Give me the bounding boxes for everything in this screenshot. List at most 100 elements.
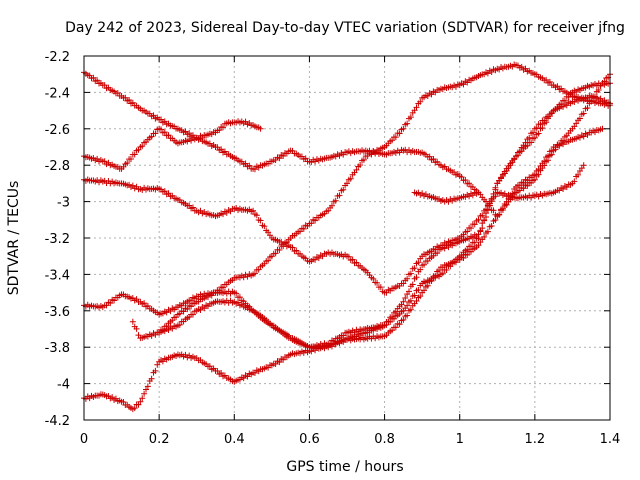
data-point (368, 151, 375, 158)
data-point (481, 233, 488, 240)
data-point (189, 311, 196, 318)
data-point (214, 368, 221, 375)
data-point (206, 363, 213, 370)
data-point (385, 318, 392, 325)
data-point (332, 197, 339, 204)
data-point (137, 398, 144, 405)
data-point (276, 155, 283, 162)
data-point (509, 159, 516, 166)
data-point (580, 110, 587, 117)
data-point (161, 129, 168, 136)
data-point (101, 82, 108, 89)
data-point (546, 78, 553, 85)
data-point (505, 165, 512, 172)
data-point (165, 132, 172, 139)
data-point (165, 190, 172, 197)
data-point (539, 125, 546, 132)
y-tick-label: -2.8 (45, 159, 70, 174)
data-point (276, 247, 283, 254)
data-point (575, 171, 582, 178)
data-point (541, 158, 548, 165)
data-point (417, 293, 424, 300)
data-point (531, 171, 538, 178)
data-point (409, 281, 416, 288)
data-point (186, 130, 193, 137)
data-point (289, 244, 296, 251)
data-point (415, 259, 422, 266)
data-point (216, 287, 223, 294)
data-point (436, 267, 443, 274)
data-point (496, 211, 503, 218)
data-point (353, 259, 360, 266)
data-point (392, 134, 399, 141)
data-point (417, 266, 424, 273)
data-point (139, 143, 146, 150)
data-point (344, 180, 350, 187)
data-point (479, 220, 486, 227)
x-tick-label: 1.4 (600, 432, 621, 447)
data-point (176, 321, 183, 328)
data-point (488, 222, 495, 229)
data-point (413, 297, 420, 304)
x-axis-label: GPS time / hours (286, 459, 403, 475)
data-point (189, 204, 196, 211)
data-point (280, 153, 287, 160)
data-point (141, 390, 148, 397)
data-point (417, 98, 424, 105)
data-point (392, 324, 399, 331)
data-point (509, 190, 516, 197)
data-point (428, 91, 435, 98)
y-axis-label: SDTVAR / TECUs (6, 181, 22, 296)
data-point (516, 148, 523, 155)
data-point (492, 184, 499, 191)
data-point (548, 147, 555, 154)
x-tick-label: 0.2 (149, 432, 170, 447)
data-point (471, 221, 478, 228)
data-point (400, 298, 407, 305)
data-point (580, 162, 587, 169)
data-point (90, 74, 97, 81)
data-point (402, 295, 409, 302)
data-point (483, 198, 490, 205)
data-point (261, 223, 268, 230)
data-point (374, 279, 381, 286)
data-point (263, 317, 270, 324)
data-point (434, 250, 441, 257)
data-point (349, 256, 356, 263)
grid-lines (84, 56, 610, 420)
data-point (107, 300, 114, 307)
data-point (148, 375, 155, 382)
data-point (520, 185, 527, 192)
data-point (498, 175, 505, 182)
data-point (499, 205, 506, 212)
data-point (490, 207, 497, 214)
data-point (405, 288, 412, 295)
data-point (563, 102, 570, 109)
y-tick-label: -3.2 (45, 232, 70, 247)
data-point (545, 153, 552, 160)
x-tick-label: 0 (80, 432, 88, 447)
data-points (81, 61, 613, 413)
data-point (565, 94, 572, 101)
data-point (283, 331, 290, 338)
data-point (467, 243, 474, 250)
y-tick-label: -4 (57, 378, 70, 393)
data-point (464, 252, 471, 259)
data-point (528, 139, 535, 146)
data-point (103, 302, 110, 309)
data-point (360, 156, 367, 163)
data-point (400, 316, 407, 323)
data-point (184, 306, 191, 313)
data-point (257, 125, 264, 132)
plot-frame (83, 55, 611, 421)
data-point (541, 117, 548, 124)
data-point (462, 176, 469, 183)
y-tick-label: -4.2 (45, 414, 70, 429)
data-point (389, 313, 396, 320)
data-point (404, 120, 411, 127)
data-point (513, 153, 520, 160)
y-tick-label: -2.4 (45, 86, 70, 101)
data-point (407, 297, 414, 304)
y-tick-label: -2.2 (45, 50, 70, 65)
data-point (328, 202, 335, 209)
